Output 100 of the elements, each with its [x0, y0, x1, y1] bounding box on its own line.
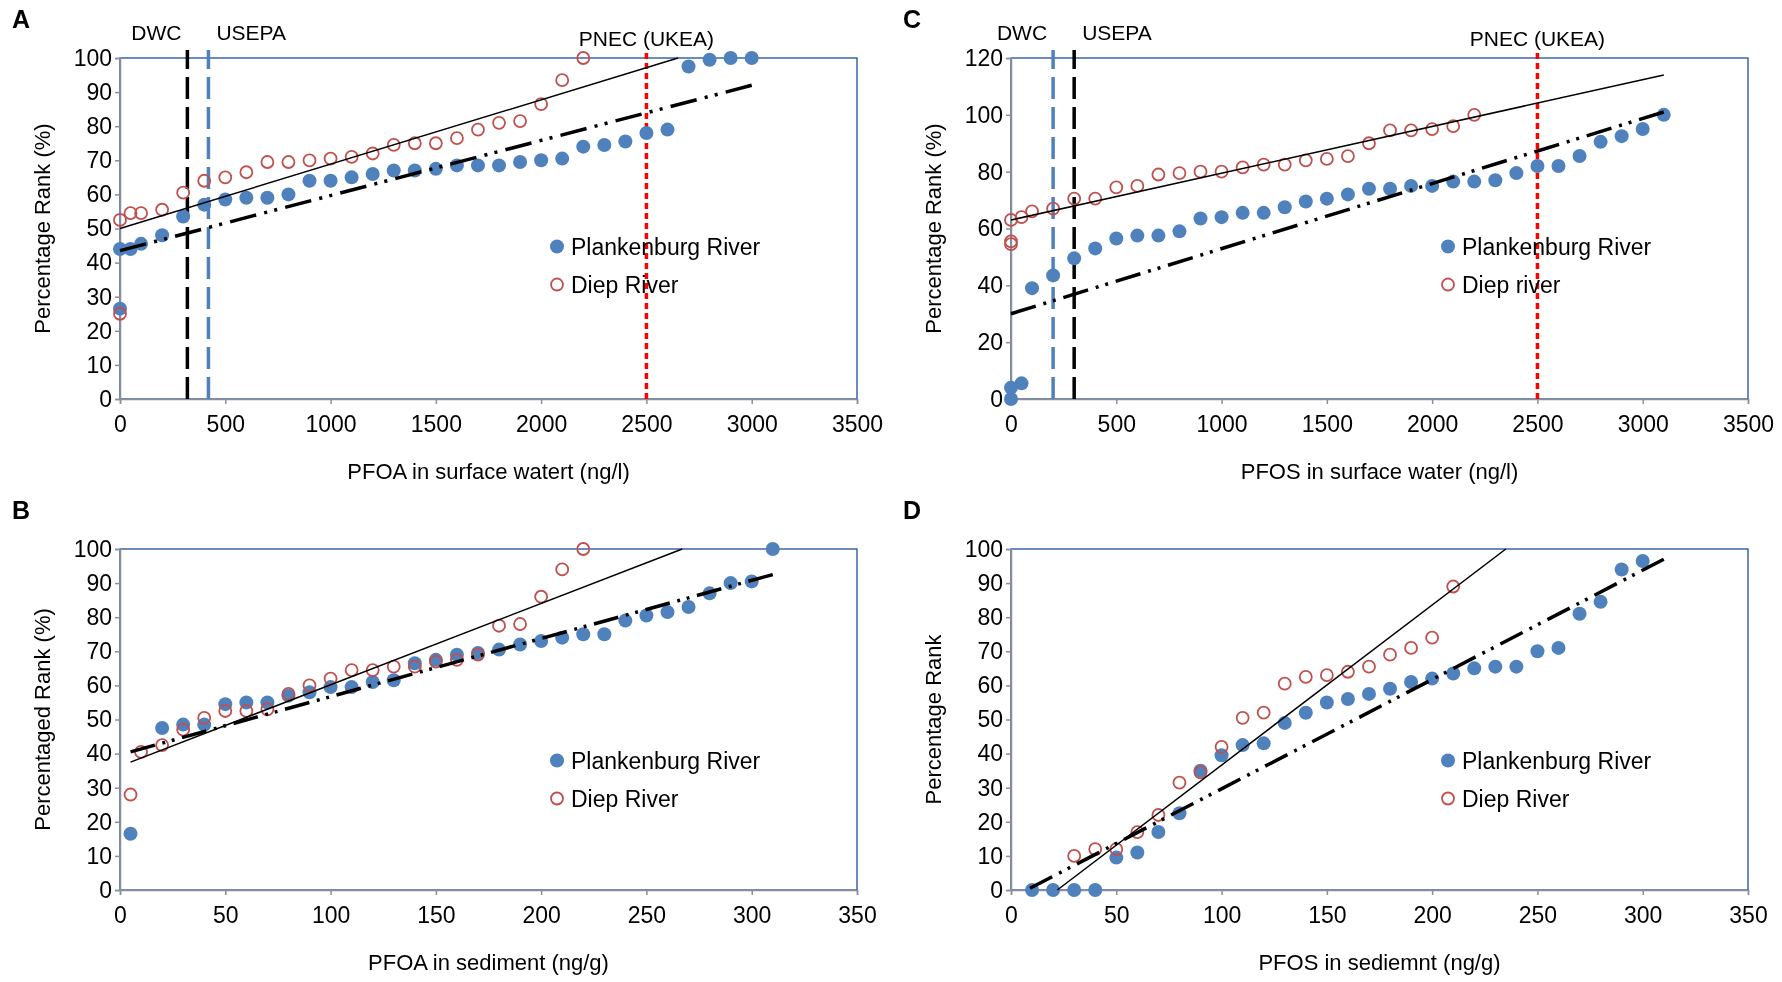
- point: [1088, 842, 1103, 856]
- x-tick-label: 300: [1624, 902, 1663, 929]
- point: [113, 306, 127, 321]
- y-tick-label: 30: [86, 283, 112, 310]
- y-tick-label: 90: [86, 569, 112, 596]
- point: [1151, 228, 1166, 243]
- y-tick-label: 10: [977, 842, 1003, 869]
- point: [1340, 187, 1355, 202]
- point: [176, 185, 191, 200]
- point: [1425, 630, 1440, 645]
- point: [1046, 883, 1061, 897]
- point: [450, 652, 464, 667]
- x-tick-label: 250: [1518, 902, 1558, 929]
- x-tick-label: 50: [1103, 902, 1130, 929]
- point: [1446, 579, 1461, 594]
- point: [723, 51, 738, 65]
- y-tick-label: 70: [86, 638, 112, 665]
- point: [1404, 640, 1418, 655]
- point: [1319, 151, 1334, 166]
- x-axis-title: PFOA in sediment (ng/g): [368, 950, 609, 975]
- point: [1383, 647, 1397, 662]
- x-tick-label: 2500: [1512, 411, 1564, 438]
- point: [344, 663, 359, 677]
- x-tick-label: 1500: [1301, 411, 1353, 438]
- point: [1004, 380, 1018, 395]
- point: [386, 138, 401, 152]
- point: [534, 589, 549, 604]
- point: [576, 51, 591, 65]
- point: [1014, 210, 1029, 225]
- y-tick-label: 40: [86, 740, 112, 767]
- y-tick-label: 0: [99, 876, 112, 903]
- point: [1509, 659, 1524, 674]
- point: [1404, 178, 1419, 193]
- point: [492, 158, 507, 173]
- y-tick-label: 20: [977, 808, 1003, 835]
- point: [281, 187, 296, 202]
- ref-line-label: USEPA: [216, 21, 287, 44]
- ref-line-label: DWC: [131, 21, 182, 44]
- y-tick-label: 0: [99, 385, 112, 412]
- point: [1488, 659, 1503, 674]
- y-tick-label: 100: [73, 44, 112, 71]
- point: [1383, 681, 1398, 696]
- point: [1088, 241, 1103, 256]
- point: [1235, 160, 1250, 175]
- point: [197, 173, 212, 188]
- point: [555, 151, 570, 166]
- point: [492, 618, 506, 633]
- point: [1025, 204, 1039, 219]
- point: [407, 136, 422, 151]
- x-tick-label: 100: [311, 902, 351, 929]
- y-tick-label: 60: [86, 181, 112, 208]
- point: [1340, 692, 1355, 707]
- x-tick-label: 2000: [516, 411, 568, 438]
- point: [1256, 205, 1271, 220]
- point: [1572, 606, 1587, 621]
- point: [1172, 775, 1187, 790]
- point: [365, 663, 380, 677]
- point: [492, 115, 506, 130]
- point: [450, 131, 464, 146]
- x-tick-label: 250: [627, 902, 667, 929]
- point: [555, 562, 570, 577]
- point: [1362, 136, 1376, 151]
- point: [1088, 883, 1103, 897]
- point: [134, 206, 148, 221]
- point: [1551, 640, 1566, 655]
- point: [197, 710, 212, 725]
- point: [1235, 205, 1250, 220]
- point: [1404, 123, 1418, 138]
- point: [281, 155, 296, 169]
- point: [1067, 251, 1082, 266]
- point: [534, 153, 549, 168]
- point: [1467, 107, 1482, 122]
- x-tick-label: 350: [838, 902, 877, 929]
- point: [513, 114, 527, 128]
- point: [1109, 231, 1124, 246]
- point: [323, 151, 338, 166]
- y-tick-label: 100: [964, 101, 1003, 128]
- x-tick-label: 200: [1413, 902, 1452, 929]
- y-tick-label: 80: [86, 113, 112, 140]
- chart-title: A: [12, 5, 31, 33]
- point: [260, 155, 275, 169]
- ref-line-label: PNEC (UKEA): [578, 27, 715, 50]
- y-tick-label: 80: [977, 158, 1003, 185]
- point: [1130, 845, 1145, 860]
- y-tick-label: 70: [977, 638, 1003, 665]
- point: [302, 678, 317, 693]
- x-tick-label: 500: [206, 411, 245, 438]
- point: [1193, 164, 1208, 179]
- point: [1109, 180, 1124, 195]
- point: [1319, 668, 1334, 683]
- point: [1109, 842, 1124, 856]
- y-tick-label: 10: [86, 351, 112, 378]
- chart-title: D: [903, 496, 922, 524]
- point: [123, 206, 138, 221]
- point: [1341, 149, 1355, 163]
- ref-line-label: PNEC (UKEA): [1469, 27, 1606, 50]
- point: [1341, 664, 1355, 679]
- point: [1319, 695, 1334, 710]
- y-tick-label: 100: [964, 535, 1003, 562]
- point: [1256, 736, 1271, 751]
